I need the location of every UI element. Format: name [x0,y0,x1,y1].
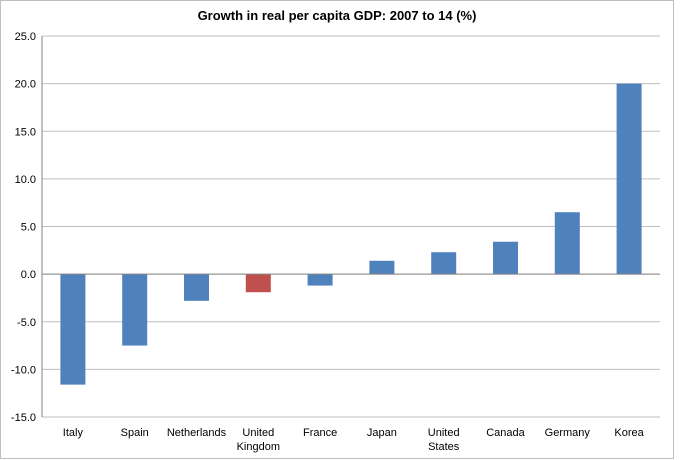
bar [307,274,333,286]
x-category-label: Germany [545,427,591,439]
bar [60,274,86,385]
x-category-label: Italy [63,427,84,439]
gridlines [42,35,660,418]
bar [369,260,395,275]
x-category-label: United States [428,427,460,453]
x-category-label: Korea [614,427,644,439]
x-category-label: Canada [486,427,525,439]
y-tick-label: -5.0 [17,317,36,329]
bar [493,241,518,275]
x-category-label: United Kingdom [237,427,280,453]
bar [431,252,457,275]
x-category-label: France [303,427,337,439]
bar [245,274,271,293]
x-category-label: Netherlands [167,427,227,439]
x-axis-category-labels: Italy Spain Netherlands United Kingdom France… [63,427,645,453]
bar [554,212,580,275]
y-tick-label: 20.0 [15,79,36,91]
y-tick-label: -15.0 [11,412,36,424]
y-tick-label: -10.0 [11,364,36,376]
bar [616,83,642,275]
bar [184,274,209,301]
y-tick-label: 5.0 [21,222,36,234]
y-tick-label: 10.0 [15,174,36,186]
axes [41,36,660,417]
bars [60,83,642,385]
y-tick-label: 25.0 [15,31,36,43]
y-tick-label: 0.0 [21,269,36,281]
chart-title: Growth in real per capita GDP: 2007 to 1… [198,8,477,23]
y-tick-label: 15.0 [15,126,36,138]
y-axis-tick-labels: -15.0 -10.0 -5.0 0.0 5.0 10.0 15.0 20.0 25.0 [11,31,36,424]
x-category-label: Spain [121,427,149,439]
x-category-label: Japan [367,427,397,439]
bar [122,274,148,346]
